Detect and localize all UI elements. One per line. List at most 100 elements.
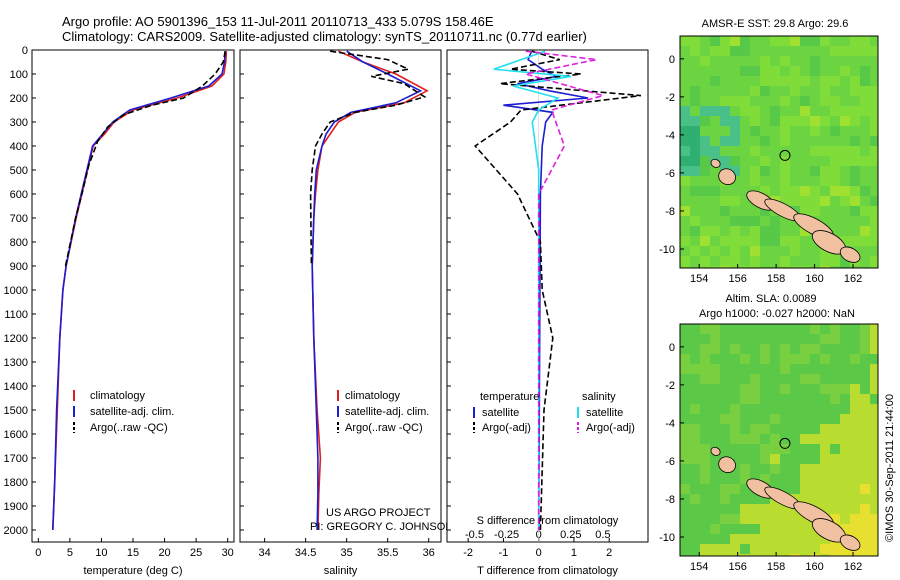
map-cell xyxy=(770,544,780,554)
map-cell xyxy=(730,246,740,256)
annotation-pi: PI: GREGORY C. JOHNSON xyxy=(310,521,453,533)
series-line-satellite-adj--clim- xyxy=(52,51,226,531)
legend-label: satellite-adj. clim. xyxy=(90,406,174,418)
map-cell xyxy=(780,166,790,176)
figure-title-line2: Climatology: CARS2009. Satellite-adjuste… xyxy=(62,29,587,44)
map-cell xyxy=(740,66,750,76)
map-cell xyxy=(800,364,810,374)
map-cell xyxy=(790,176,800,186)
map-cell xyxy=(700,196,710,206)
map-cell xyxy=(870,334,878,344)
island-0 xyxy=(718,168,736,186)
series-line-t-argo--adj- xyxy=(473,50,641,531)
map-cell xyxy=(730,86,740,96)
map-cell xyxy=(680,554,690,556)
map-cell xyxy=(790,196,800,206)
map-cell xyxy=(800,444,810,454)
map-cell xyxy=(760,554,770,556)
map-x-tick-label: 158 xyxy=(767,561,785,573)
map-cell xyxy=(850,126,860,136)
map-cell xyxy=(870,56,878,66)
y-tick-label: 1300 xyxy=(4,357,28,369)
map-cell xyxy=(780,534,790,544)
map-cell xyxy=(850,344,860,354)
map-y-tick-label: 0 xyxy=(669,54,675,66)
map-cell xyxy=(790,554,800,556)
map-cell xyxy=(700,344,710,354)
map-cell xyxy=(870,454,878,464)
map-x-tick-label: 154 xyxy=(690,273,708,285)
map-cell xyxy=(690,256,700,266)
map-cell xyxy=(740,454,750,464)
map-cell xyxy=(760,126,770,136)
map-cell xyxy=(730,56,740,66)
map-cell xyxy=(840,404,850,414)
map-cell xyxy=(780,106,790,116)
map-cell xyxy=(830,46,840,56)
map-cell xyxy=(680,206,690,216)
map-cell xyxy=(770,534,780,544)
map-cell xyxy=(820,126,830,136)
map-cell xyxy=(850,106,860,116)
map-cell xyxy=(810,444,820,454)
map-cell xyxy=(780,404,790,414)
map-cell xyxy=(710,96,720,106)
map-x-tick-label: 158 xyxy=(767,273,785,285)
map-cell xyxy=(850,96,860,106)
map-cell xyxy=(730,374,740,384)
map-cell xyxy=(790,524,800,534)
map-cell xyxy=(870,404,878,414)
map-cell xyxy=(750,324,760,334)
map-cell xyxy=(840,374,850,384)
series-line-satellite-adj--clim- xyxy=(311,50,423,531)
map-cell xyxy=(710,524,720,534)
map-cell xyxy=(790,116,800,126)
map-cell xyxy=(750,374,760,384)
map-cell xyxy=(830,544,840,554)
map-cell xyxy=(750,156,760,166)
map-cell xyxy=(680,524,690,534)
map-cell xyxy=(710,504,720,514)
map-cell xyxy=(720,354,730,364)
map-cell xyxy=(740,136,750,146)
map-cell xyxy=(680,514,690,524)
x-tick-label: 35.5 xyxy=(377,547,398,559)
map-cell xyxy=(760,236,770,246)
map-cell xyxy=(760,226,770,236)
map-cell xyxy=(720,434,730,444)
map-cell xyxy=(790,424,800,434)
map-cell xyxy=(850,216,860,226)
map-cell xyxy=(810,334,820,344)
map-cell xyxy=(860,324,870,334)
map-cell xyxy=(750,176,760,186)
map-subtitle-h: Argo h1000: -0.027 h2000: NaN xyxy=(699,308,855,320)
map-cell xyxy=(790,46,800,56)
map-cell xyxy=(830,514,840,524)
map-cell xyxy=(770,414,780,424)
map-cell xyxy=(720,86,730,96)
map-cell xyxy=(680,116,690,126)
map-cell xyxy=(680,136,690,146)
map-cell xyxy=(690,534,700,544)
series-line-s-argo--adj- xyxy=(525,50,606,530)
map-cell xyxy=(750,384,760,394)
map-cell xyxy=(770,96,780,106)
map-cell xyxy=(810,36,820,46)
map-cell xyxy=(810,146,820,156)
map-cell xyxy=(700,424,710,434)
map-cell xyxy=(810,186,820,196)
map-cell xyxy=(810,324,820,334)
map-cell xyxy=(850,266,860,268)
map-cell xyxy=(690,106,700,116)
map-cell xyxy=(820,36,830,46)
map-cell xyxy=(780,514,790,524)
map-cell xyxy=(840,76,850,86)
map-cell xyxy=(690,484,700,494)
map-cell xyxy=(780,126,790,136)
map-cell xyxy=(760,344,770,354)
map-cell xyxy=(690,454,700,464)
map-cell xyxy=(680,344,690,354)
map-cell xyxy=(700,374,710,384)
legend-title-salinity: salinity xyxy=(582,391,616,403)
map-cell xyxy=(750,216,760,226)
